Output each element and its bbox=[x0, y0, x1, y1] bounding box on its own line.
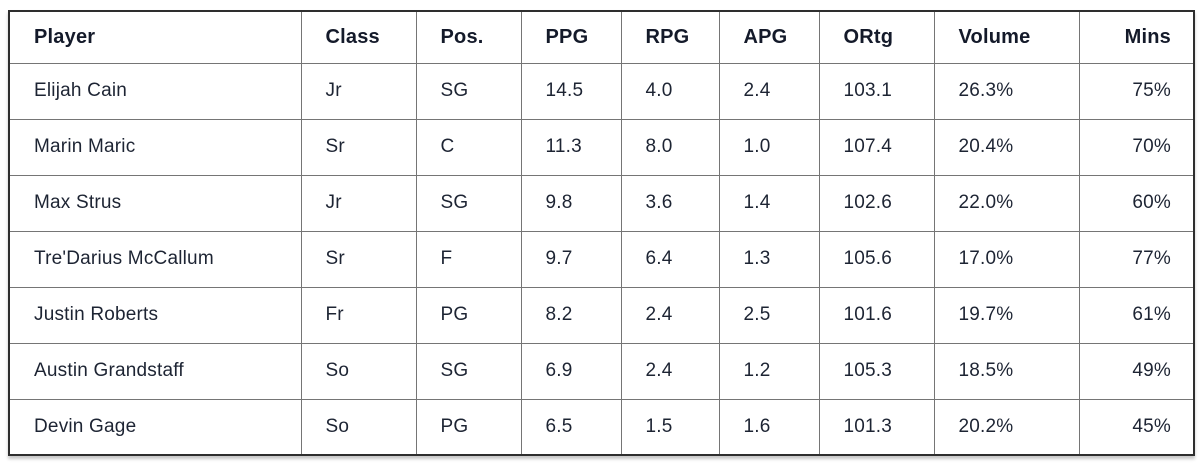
cell-class: Sr bbox=[300, 230, 417, 288]
cell-player: Tre'Darius McCallum bbox=[8, 230, 302, 288]
cell-ortg: 105.3 bbox=[818, 342, 935, 400]
cell-volume: 17.0% bbox=[933, 230, 1080, 288]
cell-mins: 60% bbox=[1078, 174, 1195, 232]
cell-ppg: 11.3 bbox=[520, 118, 622, 176]
column-header-rpg: RPG bbox=[620, 10, 720, 64]
cell-mins: 77% bbox=[1078, 230, 1195, 288]
cell-volume: 22.0% bbox=[933, 174, 1080, 232]
cell-class: So bbox=[300, 398, 417, 456]
cell-mins: 45% bbox=[1078, 398, 1195, 456]
column-header-apg: APG bbox=[718, 10, 820, 64]
cell-rpg: 4.0 bbox=[620, 62, 720, 120]
cell-pos: SG bbox=[415, 342, 522, 400]
table-row: Marin Maric Sr C 11.3 8.0 1.0 107.4 20.4% 70% bbox=[8, 118, 1195, 176]
cell-player: Elijah Cain bbox=[8, 62, 302, 120]
cell-volume: 26.3% bbox=[933, 62, 1080, 120]
cell-apg: 1.6 bbox=[718, 398, 820, 456]
cell-player: Max Strus bbox=[8, 174, 302, 232]
cell-mins: 61% bbox=[1078, 286, 1195, 344]
header-row: Player Class Pos. PPG RPG APG ORtg Volume Mins bbox=[8, 10, 1195, 64]
cell-ortg: 101.3 bbox=[818, 398, 935, 456]
table-row: Elijah Cain Jr SG 14.5 4.0 2.4 103.1 26.3% 75% bbox=[8, 62, 1195, 120]
cell-ortg: 101.6 bbox=[818, 286, 935, 344]
table-row: Max Strus Jr SG 9.8 3.6 1.4 102.6 22.0% 60% bbox=[8, 174, 1195, 232]
cell-class: Jr bbox=[300, 62, 417, 120]
cell-volume: 20.4% bbox=[933, 118, 1080, 176]
cell-ortg: 102.6 bbox=[818, 174, 935, 232]
cell-ortg: 103.1 bbox=[818, 62, 935, 120]
table-row: Austin Grandstaff So SG 6.9 2.4 1.2 105.3 18.5%… bbox=[8, 342, 1195, 400]
cell-ortg: 105.6 bbox=[818, 230, 935, 288]
cell-mins: 70% bbox=[1078, 118, 1195, 176]
cell-volume: 19.7% bbox=[933, 286, 1080, 344]
cell-mins: 75% bbox=[1078, 62, 1195, 120]
cell-class: Fr bbox=[300, 286, 417, 344]
cell-rpg: 8.0 bbox=[620, 118, 720, 176]
column-header-class: Class bbox=[300, 10, 417, 64]
cell-player: Marin Maric bbox=[8, 118, 302, 176]
cell-pos: C bbox=[415, 118, 522, 176]
cell-ppg: 6.9 bbox=[520, 342, 622, 400]
cell-ppg: 8.2 bbox=[520, 286, 622, 344]
cell-rpg: 2.4 bbox=[620, 286, 720, 344]
cell-apg: 2.4 bbox=[718, 62, 820, 120]
cell-rpg: 3.6 bbox=[620, 174, 720, 232]
table-row: Justin Roberts Fr PG 8.2 2.4 2.5 101.6 19.7% 61% bbox=[8, 286, 1195, 344]
cell-pos: SG bbox=[415, 62, 522, 120]
cell-class: So bbox=[300, 342, 417, 400]
cell-ppg: 6.5 bbox=[520, 398, 622, 456]
cell-class: Sr bbox=[300, 118, 417, 176]
player-stats-table: Player Class Pos. PPG RPG APG ORtg Volume Mins E… bbox=[8, 10, 1195, 456]
cell-volume: 18.5% bbox=[933, 342, 1080, 400]
cell-ppg: 9.7 bbox=[520, 230, 622, 288]
cell-apg: 1.3 bbox=[718, 230, 820, 288]
cell-apg: 1.4 bbox=[718, 174, 820, 232]
cell-class: Jr bbox=[300, 174, 417, 232]
column-header-mins: Mins bbox=[1078, 10, 1195, 64]
table-row: Tre'Darius McCallum Sr F 9.7 6.4 1.3 105.6 17.0… bbox=[8, 230, 1195, 288]
cell-rpg: 1.5 bbox=[620, 398, 720, 456]
cell-player: Justin Roberts bbox=[8, 286, 302, 344]
cell-apg: 2.5 bbox=[718, 286, 820, 344]
column-header-ortg: ORtg bbox=[818, 10, 935, 64]
cell-pos: F bbox=[415, 230, 522, 288]
cell-volume: 20.2% bbox=[933, 398, 1080, 456]
column-header-volume: Volume bbox=[933, 10, 1080, 64]
cell-ppg: 14.5 bbox=[520, 62, 622, 120]
cell-mins: 49% bbox=[1078, 342, 1195, 400]
column-header-ppg: PPG bbox=[520, 10, 622, 64]
cell-ppg: 9.8 bbox=[520, 174, 622, 232]
player-stats-table-container: Player Class Pos. PPG RPG APG ORtg Volume Mins E… bbox=[8, 10, 1195, 456]
table-body: Elijah Cain Jr SG 14.5 4.0 2.4 103.1 26.3% 75% Ma… bbox=[8, 62, 1195, 456]
cell-pos: PG bbox=[415, 398, 522, 456]
cell-ortg: 107.4 bbox=[818, 118, 935, 176]
cell-apg: 1.2 bbox=[718, 342, 820, 400]
cell-player: Devin Gage bbox=[8, 398, 302, 456]
cell-pos: SG bbox=[415, 174, 522, 232]
cell-rpg: 2.4 bbox=[620, 342, 720, 400]
table-row: Devin Gage So PG 6.5 1.5 1.6 101.3 20.2% 45% bbox=[8, 398, 1195, 456]
table-header: Player Class Pos. PPG RPG APG ORtg Volume Mins bbox=[8, 10, 1195, 64]
column-header-pos: Pos. bbox=[415, 10, 522, 64]
cell-player: Austin Grandstaff bbox=[8, 342, 302, 400]
column-header-player: Player bbox=[8, 10, 302, 64]
cell-pos: PG bbox=[415, 286, 522, 344]
cell-rpg: 6.4 bbox=[620, 230, 720, 288]
cell-apg: 1.0 bbox=[718, 118, 820, 176]
